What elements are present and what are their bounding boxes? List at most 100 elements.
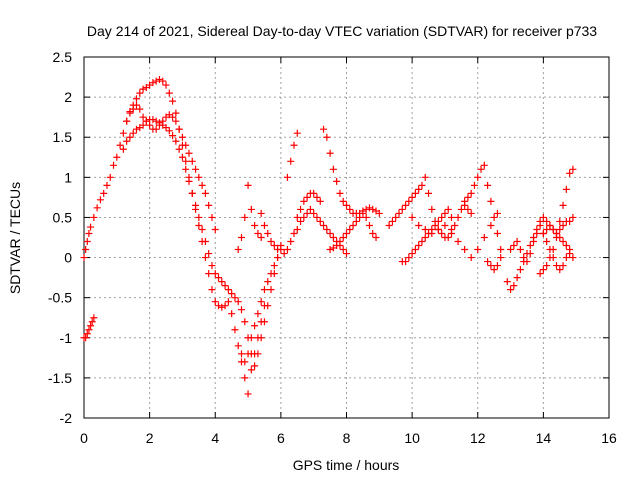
series-arc-4 (123, 101, 219, 233)
y-tick-label: -1 (60, 330, 73, 346)
data-point (484, 181, 492, 189)
data-point (241, 374, 249, 382)
data-point (110, 161, 118, 169)
data-point (192, 165, 200, 173)
data-point (175, 125, 183, 133)
data-point (267, 270, 275, 278)
data-point (323, 133, 331, 141)
data-point (303, 209, 311, 217)
data-point (333, 177, 341, 185)
data-point (172, 117, 180, 125)
data-point (326, 149, 334, 157)
data-point (343, 201, 350, 209)
data-point (543, 217, 551, 225)
series-arc-9 (283, 129, 301, 181)
data-point (523, 258, 531, 266)
data-point (457, 205, 465, 213)
data-point (234, 298, 242, 306)
data-point (88, 318, 96, 326)
data-point (264, 302, 272, 310)
data-point (539, 213, 547, 221)
data-point (336, 189, 344, 197)
x-tick-label: 6 (277, 430, 285, 446)
data-point (362, 213, 370, 221)
data-point (346, 205, 354, 213)
x-ticks: 0 2 4 6 8 10 12 14 16 (80, 57, 617, 446)
data-point (238, 306, 245, 314)
series-arc-12 (326, 209, 380, 254)
data-point (415, 242, 423, 250)
data-point (507, 246, 515, 254)
data-point (257, 334, 265, 342)
data-point (329, 234, 337, 241)
data-point (415, 221, 423, 229)
data-point (559, 201, 567, 209)
data-point (480, 161, 488, 169)
data-point (142, 117, 150, 125)
data-point (451, 221, 459, 229)
data-point (247, 366, 255, 374)
x-tick-label: 2 (146, 430, 154, 446)
data-point (316, 217, 324, 225)
data-point (543, 238, 551, 246)
data-point (336, 238, 344, 246)
series-arc-10 (293, 189, 324, 221)
data-point (369, 205, 377, 213)
data-point (221, 302, 229, 310)
data-point (418, 181, 426, 189)
data-point (461, 197, 469, 205)
data-point (300, 197, 308, 205)
data-point (178, 133, 186, 141)
data-point (264, 278, 272, 286)
data-point (467, 209, 475, 217)
data-point (293, 129, 301, 137)
data-point (493, 209, 501, 217)
data-point (490, 213, 498, 221)
data-point (470, 181, 478, 189)
data-point (178, 153, 186, 161)
data-point (238, 350, 245, 358)
data-point (241, 213, 249, 221)
data-point (513, 274, 521, 282)
data-point (320, 221, 328, 229)
data-point (569, 254, 577, 262)
data-point (133, 101, 140, 109)
data-point (129, 129, 137, 137)
data-point (553, 229, 560, 237)
x-tick-label: 8 (343, 430, 351, 446)
data-point (136, 89, 144, 97)
data-point (513, 238, 521, 246)
data-point (395, 209, 403, 217)
data-point (559, 221, 567, 229)
data-point (369, 229, 377, 237)
data-point (562, 185, 570, 193)
data-point (244, 181, 252, 189)
data-point (438, 213, 446, 221)
y-tick-label: -2 (60, 410, 73, 426)
data-point (539, 266, 547, 274)
data-point (421, 225, 429, 233)
data-point (103, 181, 111, 189)
data-point (362, 205, 370, 213)
data-point (215, 274, 223, 282)
data-point (536, 270, 544, 278)
data-point (356, 213, 364, 221)
data-point (126, 133, 134, 141)
data-point (320, 125, 328, 133)
data-point (247, 205, 255, 213)
data-point (234, 342, 242, 350)
y-tick-label: -0.5 (48, 290, 72, 306)
data-point (182, 141, 190, 149)
data-point (139, 113, 147, 121)
data-point (461, 246, 469, 254)
data-point (208, 262, 216, 270)
data-point (280, 250, 288, 258)
data-point (490, 266, 498, 274)
data-point (208, 286, 216, 294)
data-point (274, 246, 282, 254)
data-point (539, 229, 547, 237)
data-point (467, 189, 475, 197)
data-point (549, 225, 557, 233)
data-point (159, 117, 167, 125)
